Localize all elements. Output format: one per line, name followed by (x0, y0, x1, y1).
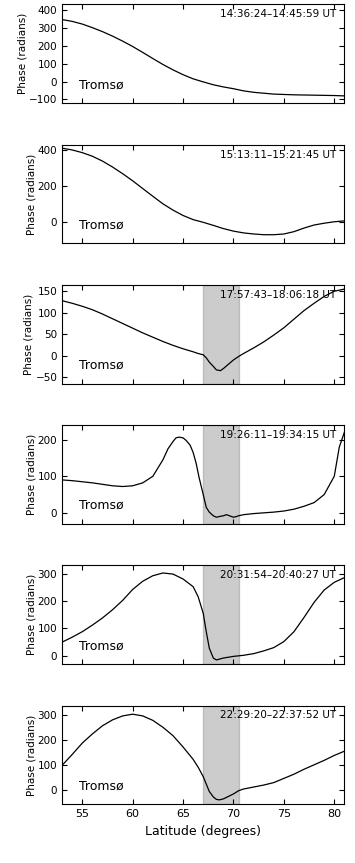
Y-axis label: Phase (radians): Phase (radians) (26, 574, 36, 655)
Y-axis label: Phase (radians): Phase (radians) (26, 715, 36, 796)
Text: Tromsø: Tromsø (79, 499, 124, 512)
X-axis label: Latitude (degrees): Latitude (degrees) (145, 825, 261, 838)
Text: Tromsø: Tromsø (79, 218, 124, 231)
Text: 14:36:24–14:45:59 UT: 14:36:24–14:45:59 UT (220, 9, 336, 19)
Text: Tromsø: Tromsø (79, 639, 124, 652)
Bar (203, 706, 239, 804)
Bar (203, 285, 239, 383)
Text: 15:13:11–15:21:45 UT: 15:13:11–15:21:45 UT (220, 149, 336, 160)
Text: 22:29:20–22:37:52 UT: 22:29:20–22:37:52 UT (220, 710, 336, 721)
Y-axis label: Phase (radians): Phase (radians) (26, 154, 36, 235)
Text: 17:57:43–18:06:18 UT: 17:57:43–18:06:18 UT (220, 290, 336, 299)
Y-axis label: Phase (radians): Phase (radians) (24, 293, 34, 375)
Y-axis label: Phase (radians): Phase (radians) (26, 434, 36, 515)
Text: 20:31:54–20:40:27 UT: 20:31:54–20:40:27 UT (220, 570, 336, 580)
Bar (203, 425, 239, 524)
Y-axis label: Phase (radians): Phase (radians) (17, 13, 27, 94)
Bar (203, 565, 239, 664)
Text: Tromsø: Tromsø (79, 779, 124, 792)
Text: Tromsø: Tromsø (79, 359, 124, 372)
Text: 19:26:11–19:34:15 UT: 19:26:11–19:34:15 UT (220, 430, 336, 440)
Text: Tromsø: Tromsø (79, 79, 124, 91)
